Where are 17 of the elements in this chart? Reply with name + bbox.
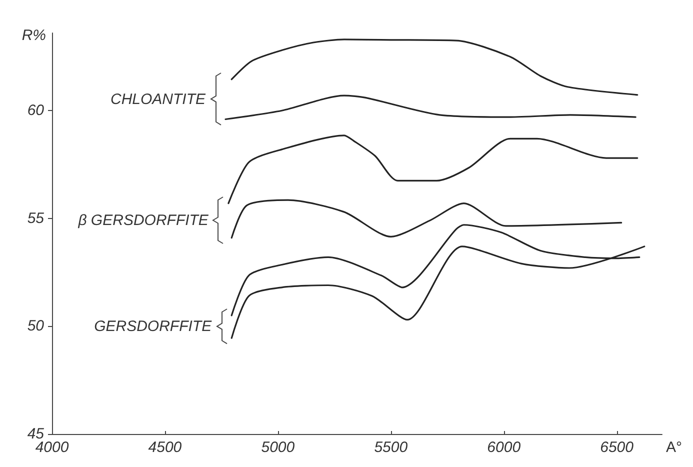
y-tick-label: 50 <box>27 318 45 335</box>
line-series <box>224 94 636 120</box>
y-tick-label: 60 <box>27 102 45 120</box>
line-series <box>230 199 622 239</box>
line-series <box>230 38 638 96</box>
x-tick-label: 6000 <box>487 439 522 456</box>
x-tick-label: 5000 <box>261 439 296 456</box>
x-tick-label: 5500 <box>374 439 408 456</box>
y-axis-title: R% <box>22 27 46 44</box>
x-tick-label: 4500 <box>148 439 182 456</box>
x-tick-label: 6500 <box>600 439 634 456</box>
annotation: β GERSDORFFITE <box>77 212 210 230</box>
line-series <box>228 134 638 204</box>
annotation: GERSDORFFITE <box>94 318 213 336</box>
x-axis-title: A° <box>666 439 682 456</box>
y-tick-label: 55 <box>27 210 45 227</box>
annotation: CHLOANTITE <box>110 90 206 108</box>
